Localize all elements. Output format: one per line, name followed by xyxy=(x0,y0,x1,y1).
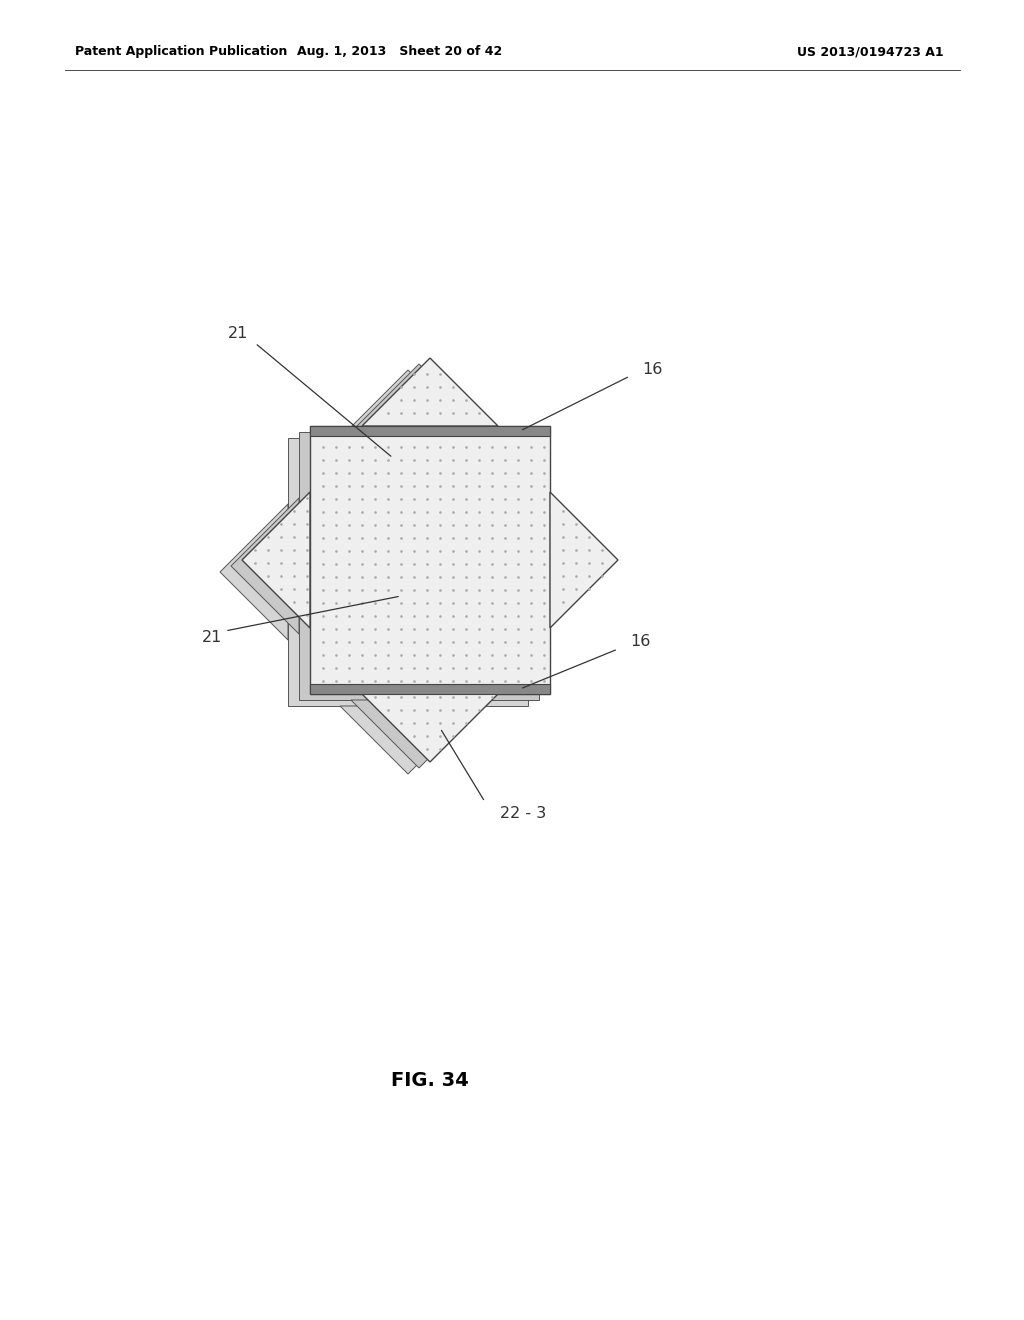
Polygon shape xyxy=(539,498,607,634)
Text: US 2013/0194723 A1: US 2013/0194723 A1 xyxy=(797,45,943,58)
Polygon shape xyxy=(351,700,487,768)
Polygon shape xyxy=(220,504,288,640)
Text: 16: 16 xyxy=(630,634,650,648)
Bar xyxy=(299,432,539,700)
Polygon shape xyxy=(340,706,476,774)
Polygon shape xyxy=(528,504,596,640)
Polygon shape xyxy=(340,370,476,438)
Text: 21: 21 xyxy=(227,326,248,341)
Polygon shape xyxy=(362,694,498,762)
Polygon shape xyxy=(550,492,618,628)
Text: 22 - 3: 22 - 3 xyxy=(500,807,546,821)
Bar xyxy=(310,426,550,694)
Polygon shape xyxy=(231,498,299,634)
Polygon shape xyxy=(362,358,498,426)
Text: 21: 21 xyxy=(202,631,222,645)
Polygon shape xyxy=(242,492,310,628)
Polygon shape xyxy=(351,364,487,432)
Text: 16: 16 xyxy=(642,362,663,376)
Bar xyxy=(310,684,550,694)
Bar xyxy=(310,426,550,436)
Text: FIG. 34: FIG. 34 xyxy=(391,1071,469,1089)
Bar xyxy=(288,438,528,706)
Text: Patent Application Publication: Patent Application Publication xyxy=(75,45,288,58)
Text: Aug. 1, 2013   Sheet 20 of 42: Aug. 1, 2013 Sheet 20 of 42 xyxy=(297,45,503,58)
